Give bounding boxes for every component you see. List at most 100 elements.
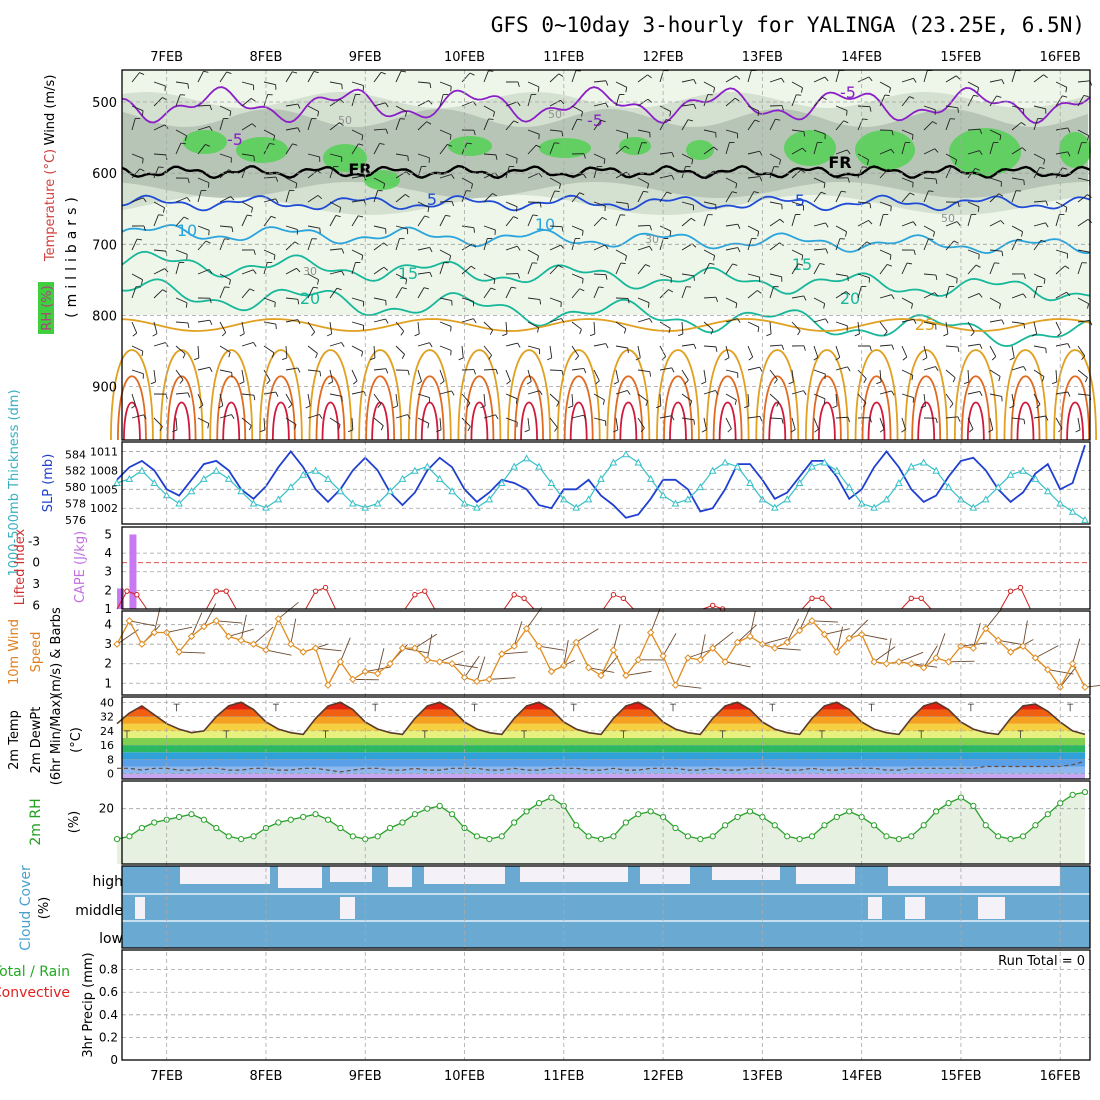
wind-barb-flag [568,405,574,409]
rh2m-point [982,822,989,829]
wind-barb [219,71,227,83]
wind-barb-flag [407,370,410,376]
wind-barb-flag [678,333,684,337]
thickness-point [1006,470,1015,478]
wind-barb [593,393,605,401]
wind-barb-flag [1009,405,1015,409]
wind-barb [857,219,869,227]
wind-barb-flag [377,403,382,408]
precip-tick-label: 0.2 [99,1030,118,1044]
rh2m-point [833,813,840,821]
wind-barb-flag [1067,343,1071,349]
wind-barb [901,142,906,155]
rh2m-point [151,819,158,826]
wind-barb [1033,369,1045,377]
wind-barb-flag [480,405,486,409]
wind-barb [241,166,247,179]
contour-label: 15 [398,264,418,283]
wind-barb-flag [297,367,301,373]
temp-contour-loop [216,375,247,441]
wind-barb-flag [605,274,608,280]
wind-barb [1033,200,1046,203]
wind-barb [329,99,341,107]
wind10-point [1031,654,1040,662]
temp-contour-loop [358,349,403,441]
wind10-barb [662,633,677,657]
wind-barb [791,94,797,107]
wind-barb-flag [1067,391,1071,397]
wind-barb-flag [269,142,275,145]
thickness-point [249,499,258,507]
pressure-tick-label: 500 [92,96,117,111]
wind10-point [498,650,506,658]
wind-barb-flag [221,332,227,337]
wind-barb-flag [913,78,917,83]
wind-barb-flag [613,381,619,385]
wind-barb-flag [230,196,235,201]
wind-barb-flag [635,357,641,361]
wind-barb [769,286,775,299]
temp-contour-loop [904,349,949,441]
lifted-index-point [511,592,517,598]
wind-barb-flag [502,333,508,337]
wind-barb [175,142,182,155]
thickness-point [584,495,593,503]
wind-barb-flag [209,367,213,372]
wind-barb-flag [582,278,584,284]
wind-barb [879,294,892,299]
cloud-level-high: high [92,874,123,890]
wind-barb-flag [979,129,983,135]
wind-barb [527,249,539,257]
wind-barb-flag [313,71,319,74]
wind-barb [153,153,167,156]
wind-barb [131,321,138,334]
wind-barb [769,417,783,420]
wind-barb-flag [970,331,975,337]
wind-barb [967,201,980,208]
wind-barb [703,345,717,348]
wind10-barb [191,612,203,637]
wind-barb [153,369,156,382]
wind-barb-flag [583,153,586,159]
wind10-point [982,624,990,633]
wind-barb-flag [988,429,994,433]
wind-barb [703,129,716,133]
wind-barb [549,142,555,155]
wind-barb [1077,320,1090,323]
run-total-label: Run Total = 0 [998,954,1085,969]
wind-barb-flag [579,329,582,335]
wind-barb-flag [1065,87,1068,93]
wind-barb-flag [757,231,760,237]
wind-legend-label: Wind (m/s) [43,75,58,146]
wind-barb-flag [239,333,245,337]
wind-barb-flag [209,298,212,304]
wind-barb-flag [319,371,322,377]
wind-barb-flag [473,369,476,375]
wind-barb-flag [385,128,389,134]
wind-barb-flag [492,111,495,117]
wind10-barb [203,603,217,627]
thickness-point [981,495,990,503]
wind-barb-flag [801,255,804,261]
wind-barb [395,345,405,355]
wind-barb-flag [748,356,753,361]
wind-barb-flag [292,71,298,74]
wind-barb-flag [819,263,825,266]
wind-barb [527,144,537,155]
rh2m-point [250,833,257,840]
wind-barb-flag [979,343,983,349]
wind-barb [1055,249,1068,254]
wind-barb [197,269,210,275]
wind-barb [197,126,210,131]
wind-barb [307,71,315,83]
wind-barb-flag [1045,222,1049,228]
temp-contour-loop [762,375,793,441]
wind-barb [131,72,140,83]
wind-barb [769,369,778,380]
wind-barb [725,223,738,227]
wind-barb-flag [928,190,934,192]
wind-barb-flag [407,414,411,420]
thickness-point [1081,515,1089,523]
thickness-point [832,466,841,474]
lifted-index-line [901,597,932,610]
